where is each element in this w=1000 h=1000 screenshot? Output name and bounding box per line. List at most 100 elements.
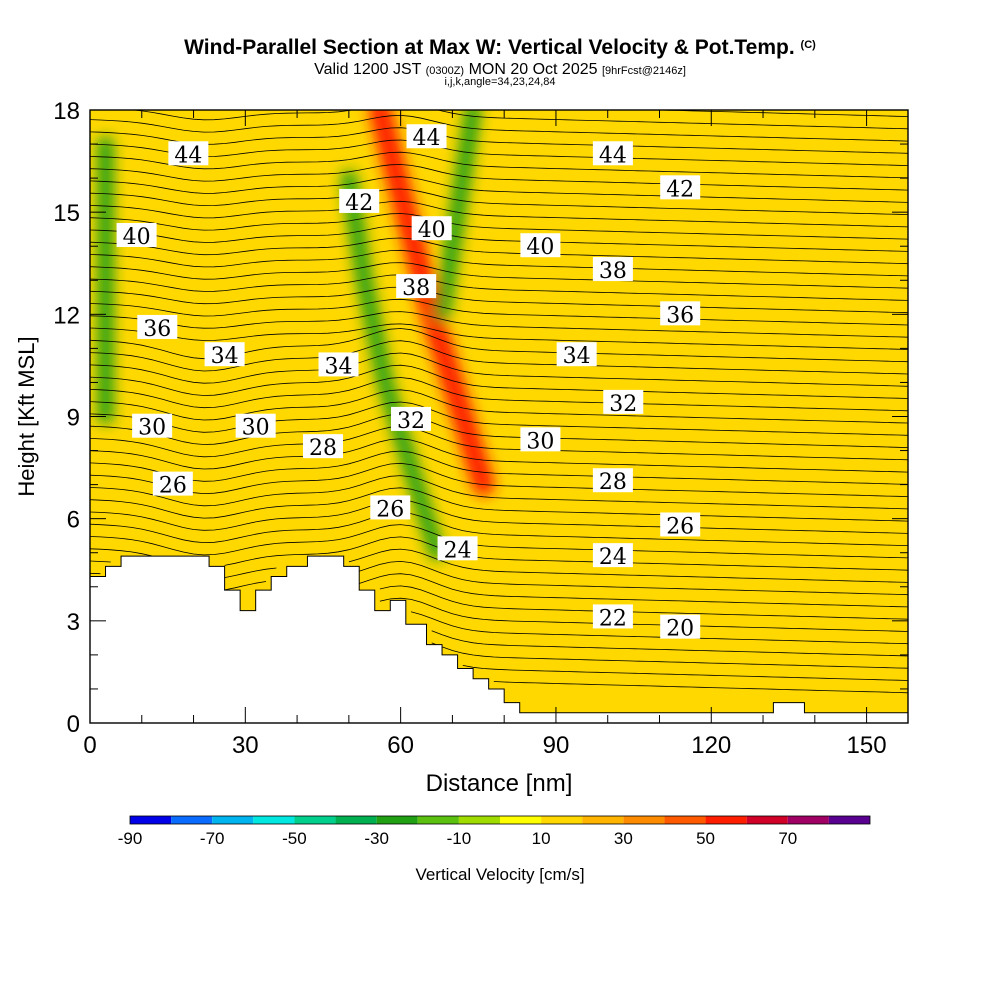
theta-label-42: 42 xyxy=(339,188,380,216)
theta-label-44: 44 xyxy=(592,141,633,168)
theta-contour-line xyxy=(90,188,908,215)
copyright-mark: (C) xyxy=(800,39,816,51)
theta-contour-line xyxy=(90,536,908,571)
colorbar-tick-label: 70 xyxy=(778,829,797,848)
theta-contour-line xyxy=(359,573,908,608)
theta-contour-line xyxy=(410,611,908,645)
theta-label-34: 34 xyxy=(318,352,359,379)
theta-label-28: 28 xyxy=(302,434,343,461)
colorbar-swatch xyxy=(541,816,583,824)
x-tick-label: 60 xyxy=(387,732,414,759)
theta-label-bg xyxy=(520,233,561,258)
colorbar-swatch xyxy=(253,816,295,824)
colorbar-tick-label: 50 xyxy=(696,829,715,848)
theta-label-text: 22 xyxy=(599,606,627,631)
theta-label-26: 26 xyxy=(152,471,193,499)
theta-label-40: 40 xyxy=(116,223,157,250)
theta-label-bg xyxy=(660,175,701,200)
colorbar-swatch xyxy=(130,816,172,824)
theta-label-text: 30 xyxy=(242,416,270,441)
theta-label-text: 36 xyxy=(666,303,694,328)
valid-prefix: Valid 1200 JST xyxy=(314,61,422,78)
theta-contour-line xyxy=(90,462,908,497)
theta-label-text: 40 xyxy=(526,235,554,260)
colorbar-swatch xyxy=(500,816,542,824)
theta-label-text: 36 xyxy=(143,317,171,342)
theta-label-44: 44 xyxy=(168,141,209,168)
colorbar-swatch xyxy=(787,816,829,824)
theta-label-20: 20 xyxy=(660,614,701,642)
y-tick-label: 6 xyxy=(67,507,80,534)
colorbar-swatch xyxy=(335,816,377,824)
theta-label-30: 30 xyxy=(132,413,173,441)
colorbar-frame xyxy=(129,815,871,825)
theta-label-text: 26 xyxy=(666,514,694,539)
theta-contour-line xyxy=(90,560,908,596)
theta-contour-line xyxy=(90,249,908,277)
theta-label-bg xyxy=(592,468,633,493)
theta-label-text: 44 xyxy=(413,126,441,151)
theta-contour-line xyxy=(90,548,908,583)
theta-label-text: 34 xyxy=(211,344,239,369)
theta-contour-line xyxy=(90,262,908,289)
theta-label-text: 32 xyxy=(609,392,637,417)
colorbar-swatch xyxy=(171,816,213,824)
theta-contour-line xyxy=(493,681,908,694)
theta-label-text: 24 xyxy=(444,538,472,563)
y-tick-label: 12 xyxy=(53,302,80,329)
theta-label-bg xyxy=(592,141,633,166)
theta-label-text: 28 xyxy=(309,436,337,461)
theta-label-bg xyxy=(660,301,701,326)
colorbar-swatch xyxy=(828,816,870,824)
theta-label-bg xyxy=(556,342,597,367)
theta-label-bg xyxy=(132,413,173,438)
theta-contour-line xyxy=(90,401,908,436)
theta-contour-line xyxy=(90,438,908,473)
x-tick-label: 120 xyxy=(691,732,731,759)
theta-label-26: 26 xyxy=(370,495,411,522)
theta-label-bg xyxy=(168,141,209,166)
velocity-band-0 xyxy=(368,110,495,496)
theta-contour-line xyxy=(90,274,908,301)
theta-label-text: 42 xyxy=(345,191,373,216)
theta-label-text: 30 xyxy=(138,416,166,441)
theta-label-bg xyxy=(592,257,633,282)
theta-label-bg xyxy=(592,604,633,629)
theta-label-36: 36 xyxy=(660,301,701,328)
theta-label-bg xyxy=(660,614,701,639)
theta-label-text: 38 xyxy=(599,259,627,284)
theta-label-28: 28 xyxy=(592,468,633,495)
theta-contour-line xyxy=(90,413,908,448)
theta-contour-line xyxy=(90,213,908,240)
theta-contour-line xyxy=(90,237,908,265)
valid-utc: (0300Z) xyxy=(425,65,465,77)
theta-contour-line xyxy=(90,311,908,338)
theta-label-text: 34 xyxy=(325,354,353,379)
theta-contour-line xyxy=(90,524,908,559)
y-tick-label: 9 xyxy=(67,405,80,432)
theta-label-bg xyxy=(396,274,437,299)
theta-contour-line xyxy=(90,298,908,326)
colorbar-tick-label: -30 xyxy=(364,829,389,848)
theta-contour-line xyxy=(90,487,908,522)
theta-contour-line xyxy=(90,200,908,228)
x-axis-label: Distance [nm] xyxy=(426,770,573,797)
theta-label-32: 32 xyxy=(390,406,431,434)
y-tick-label: 0 xyxy=(67,711,80,738)
theta-label-bg xyxy=(390,406,431,431)
theta-label-bg xyxy=(116,223,157,248)
colorbar-tick-label: 30 xyxy=(614,829,633,848)
valid-time-line: Valid 1200 JST (0300Z) MON 20 Oct 2025 [… xyxy=(0,61,1000,79)
theta-label-bg xyxy=(406,124,447,149)
theta-contour-line xyxy=(90,511,908,546)
theta-label-text: 44 xyxy=(174,143,202,168)
theta-contour-line xyxy=(90,114,908,142)
theta-label-bg xyxy=(411,216,452,241)
theta-label-26: 26 xyxy=(660,512,701,539)
theta-contour-line xyxy=(90,450,908,485)
theta-contour-line xyxy=(90,139,908,166)
theta-contour-line xyxy=(90,499,908,534)
x-tick-label: 90 xyxy=(543,732,570,759)
y-tick-label: 18 xyxy=(53,98,80,125)
theta-contour-line xyxy=(90,323,908,350)
